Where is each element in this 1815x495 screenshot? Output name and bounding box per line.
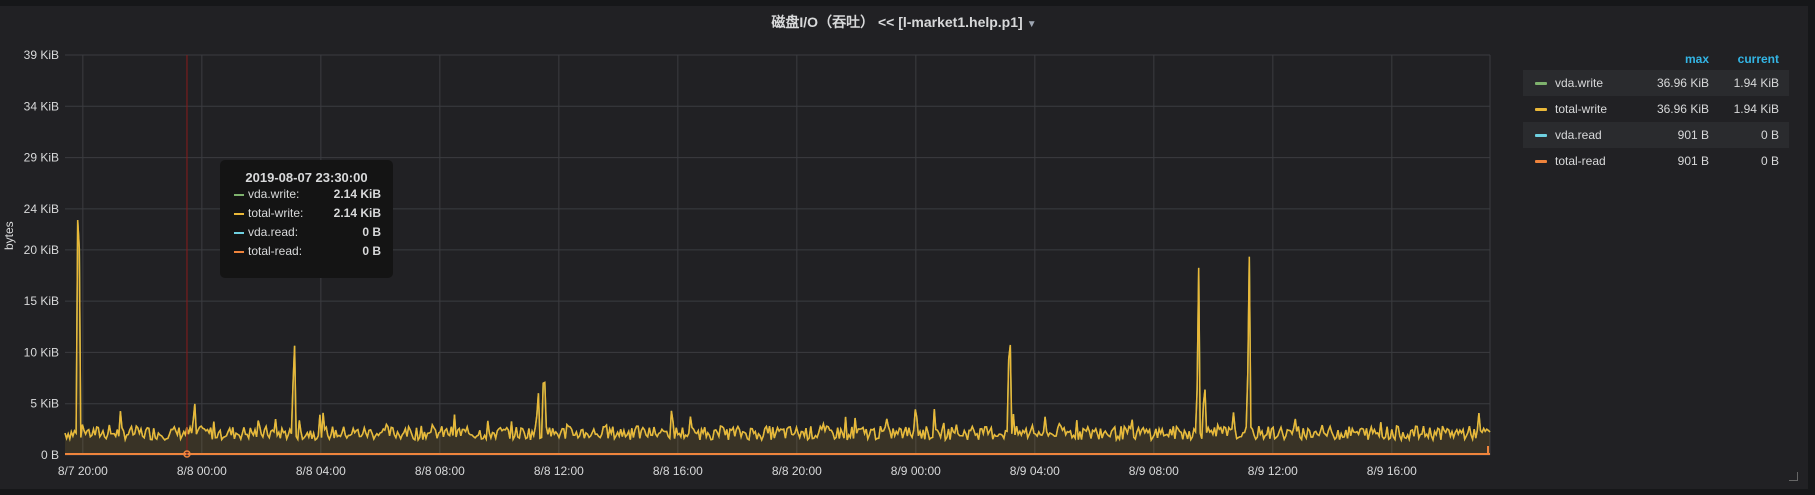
tooltip-series-value: 2.14 KiB <box>333 187 381 201</box>
x-tick-label: 8/8 12:00 <box>534 464 584 478</box>
tooltip-swatch <box>234 213 244 215</box>
tooltip-series-value: 0 B <box>362 244 381 258</box>
x-tick-label: 8/8 16:00 <box>653 464 703 478</box>
chevron-down-icon[interactable]: ▼ <box>1026 19 1037 30</box>
legend: max current vda.write 36.96 KiB 1.94 KiB… <box>1523 48 1789 174</box>
y-tick-label: 5 KiB <box>30 397 59 411</box>
cursor-layer <box>183 55 191 458</box>
tooltip-swatch <box>234 251 244 253</box>
tooltip-swatch <box>234 194 244 196</box>
panel-title[interactable]: 磁盘I/O（吞吐） << [l-market1.help.p1] ▼ <box>0 12 1808 32</box>
tooltip-series-name: total-write: <box>248 206 304 220</box>
x-tick-label: 8/8 00:00 <box>177 464 227 478</box>
x-axis-ticks: 8/7 20:00 8/8 00:00 8/8 04:00 8/8 08:00 8/8 … <box>58 464 1417 478</box>
x-tick-label: 8/9 08:00 <box>1129 464 1179 478</box>
y-tick-label: 0 B <box>41 448 59 462</box>
tooltip-series-name: vda.read: <box>248 225 299 239</box>
tooltip-series-name: vda.write: <box>248 187 300 201</box>
y-tick-label: 24 KiB <box>24 202 59 216</box>
y-axis-ticks: 0 B 5 KiB 10 KiB 15 KiB 20 KiB 24 KiB 29 KiB 34… <box>24 48 59 462</box>
x-tick-label: 8/9 12:00 <box>1248 464 1298 478</box>
hover-point-marker <box>183 450 191 458</box>
resize-handle-icon[interactable] <box>1789 472 1798 481</box>
legend-current-header[interactable]: current <box>1737 52 1779 66</box>
y-axis-label: bytes <box>2 221 16 250</box>
series-layer <box>64 220 1491 455</box>
x-tick-label: 8/9 04:00 <box>1010 464 1060 478</box>
y-tick-label: 10 KiB <box>24 345 59 359</box>
tooltip-row: total-read: 0 B <box>220 242 393 261</box>
y-tick-label: 34 KiB <box>24 99 59 113</box>
tooltip-series-value: 2.14 KiB <box>333 206 381 220</box>
tooltip-series-name: total-read: <box>248 244 303 258</box>
legend-max-value: 36.96 KiB <box>1656 76 1709 90</box>
legend-series-name[interactable]: total-write <box>1555 102 1608 116</box>
panel-title-text[interactable]: 磁盘I/O（吞吐） << [l-market1.help.p1] <box>771 14 1023 30</box>
tooltip-row: vda.read: 0 B <box>220 223 393 242</box>
legend-header: max current <box>1523 48 1789 70</box>
legend-item-vda-write[interactable]: vda.write 36.96 KiB 1.94 KiB <box>1523 70 1789 96</box>
legend-current-value: 0 B <box>1760 128 1779 142</box>
hover-tooltip: 2019-08-07 23:30:00 vda.write: 2.14 KiB … <box>220 160 393 278</box>
x-tick-label: 8/8 08:00 <box>415 464 465 478</box>
legend-series-name[interactable]: vda.write <box>1555 76 1604 90</box>
legend-current-value: 1.94 KiB <box>1733 102 1779 116</box>
legend-swatch <box>1535 82 1547 85</box>
legend-series-name[interactable]: total-read <box>1555 154 1606 168</box>
y-tick-label: 20 KiB <box>24 243 59 257</box>
x-tick-label: 8/8 20:00 <box>772 464 822 478</box>
legend-swatch <box>1535 108 1547 111</box>
legend-item-total-write[interactable]: total-write 36.96 KiB 1.94 KiB <box>1523 96 1789 122</box>
y-tick-label: 29 KiB <box>24 151 59 165</box>
grid-lines <box>65 54 1491 456</box>
series-area-total-write <box>65 220 1490 455</box>
legend-max-header[interactable]: max <box>1684 52 1709 66</box>
tooltip-row: total-write: 2.14 KiB <box>220 204 393 223</box>
y-tick-label: 39 KiB <box>24 48 59 62</box>
x-tick-label: 8/7 20:00 <box>58 464 108 478</box>
legend-item-total-read[interactable]: total-read 901 B 0 B <box>1523 148 1789 174</box>
tooltip-row: vda.write: 2.14 KiB <box>220 185 393 204</box>
y-tick-label: 15 KiB <box>24 294 59 308</box>
legend-current-value: 0 B <box>1760 154 1779 168</box>
legend-swatch <box>1535 160 1547 163</box>
legend-max-value: 901 B <box>1677 154 1709 168</box>
tooltip-swatch <box>234 232 244 234</box>
tooltip-series-value: 0 B <box>362 225 381 239</box>
legend-item-vda-read[interactable]: vda.read 901 B 0 B <box>1523 122 1789 148</box>
x-tick-label: 8/8 04:00 <box>296 464 346 478</box>
legend-current-value: 1.94 KiB <box>1733 76 1779 90</box>
legend-swatch <box>1535 134 1547 137</box>
legend-max-value: 36.96 KiB <box>1656 102 1709 116</box>
tooltip-time: 2019-08-07 23:30:00 <box>245 170 368 185</box>
series-line-total-write <box>64 220 1491 443</box>
legend-max-value: 901 B <box>1677 128 1709 142</box>
x-tick-label: 8/9 16:00 <box>1367 464 1417 478</box>
legend-series-name[interactable]: vda.read <box>1555 128 1602 142</box>
x-tick-label: 8/9 00:00 <box>891 464 941 478</box>
